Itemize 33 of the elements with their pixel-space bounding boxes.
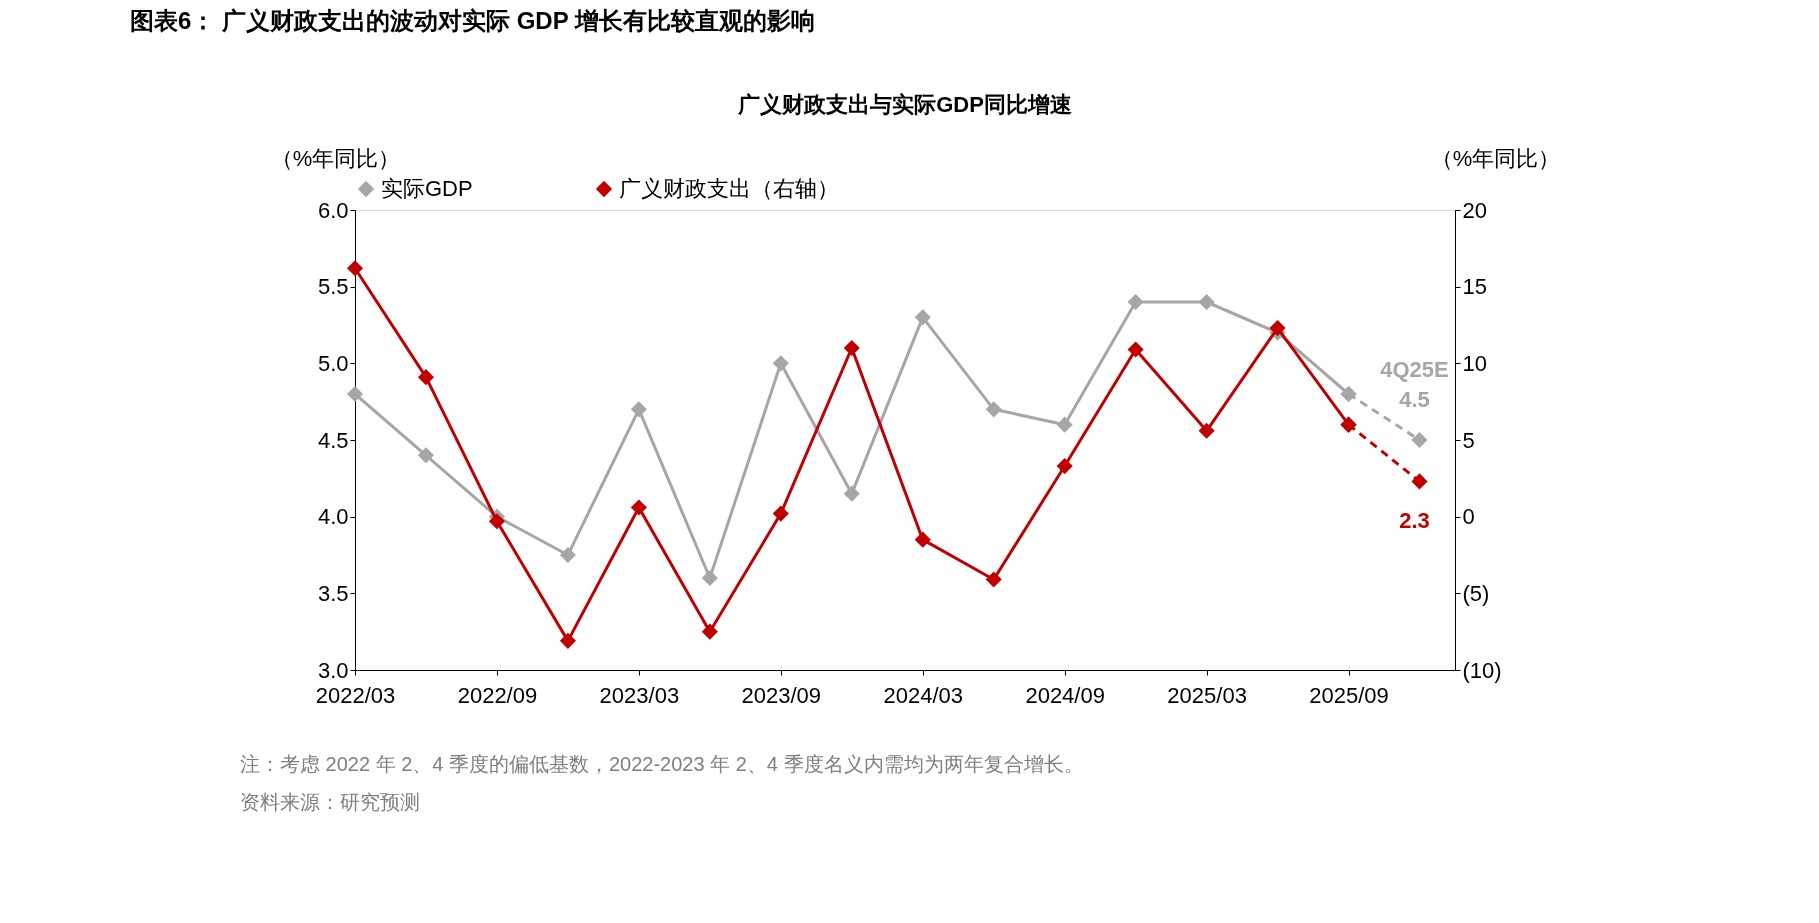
x-tick-label: 2023/03 (599, 682, 680, 708)
x-tick-label: 2025/03 (1167, 682, 1247, 708)
text: 注：考虑 2022 年 2、4 季度的偏低基数，2022-2023 年 2、4 季度名义内需均为两年复合增长。 (240, 753, 1084, 775)
y-tick-label: 5.0 (317, 350, 349, 376)
y2-tick-label: 5 (1462, 427, 1475, 453)
y-tick-label: 3.5 (317, 580, 349, 606)
text: 资料来源：研究预测 (240, 791, 420, 813)
x-tick-label: 2025/09 (1309, 682, 1389, 708)
x-tick-label: 2022/03 (315, 682, 396, 708)
data-label: 2.3 (1399, 508, 1430, 534)
y-tick-label: 4.0 (317, 504, 349, 530)
x-tick-label: 2024/09 (1025, 682, 1105, 708)
y-tick-label: 3.0 (317, 657, 349, 683)
chart-title: 图表6： 广义财政支出的波动对实际 GDP 增长有比较直观的影响 (130, 7, 815, 34)
y-tick-label: 4.5 (317, 427, 349, 453)
y-axis-title: （%年同比） (270, 145, 401, 171)
y2-tick-label: 20 (1462, 197, 1487, 223)
x-tick-label: 2023/09 (741, 682, 822, 708)
y2-tick-label: 0 (1462, 504, 1475, 530)
y-tick-label: 5.5 (317, 274, 349, 300)
legend-label: 广义财政支出（右轴） (619, 176, 839, 201)
x-tick-label: 2022/09 (457, 682, 538, 708)
data-label: 4.5 (1399, 387, 1430, 412)
x-tick-label: 2024/03 (883, 682, 964, 708)
legend-label: 实际GDP (381, 176, 473, 201)
y-tick-label: 6.0 (317, 197, 349, 223)
y2-tick-label: (5) (1462, 580, 1490, 606)
chart-subtitle: 广义财政支出与实际GDP同比增速 (737, 92, 1072, 117)
y2-tick-label: 15 (1462, 274, 1487, 300)
y2-axis-title: （%年同比） (1430, 145, 1561, 171)
annotation: 4Q25E (1380, 357, 1449, 382)
y2-tick-label: (10) (1462, 657, 1502, 683)
y2-tick-label: 10 (1462, 350, 1487, 376)
